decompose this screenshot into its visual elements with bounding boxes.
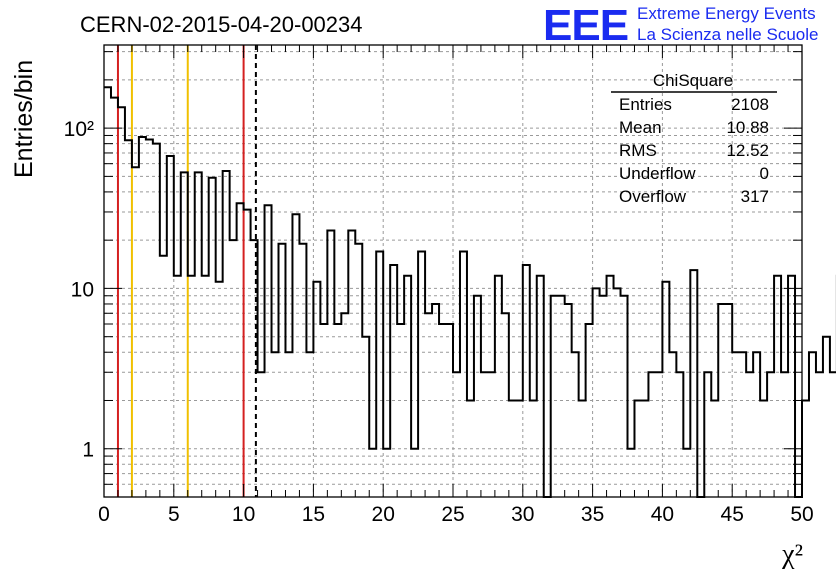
stat-value-entries: 2108 <box>731 95 769 114</box>
stat-label-mean: Mean <box>619 118 662 137</box>
x-tick-label: 0 <box>98 503 110 526</box>
x-tick-label: 40 <box>651 503 674 526</box>
reference-lines <box>116 45 257 497</box>
org-name-line1: Extreme Energy Events <box>637 4 816 23</box>
eee-logo: EEE <box>543 1 629 50</box>
x-tick-labels: 0 5 10 15 20 25 30 35 40 45 50 <box>98 503 814 526</box>
chart-title: CERN-02-2015-04-20-00234 <box>80 12 363 37</box>
x-axis-title: χ² <box>781 539 803 570</box>
y-tick-label: 10 <box>71 278 94 301</box>
org-name-line2: La Scienza nelle Scuole <box>637 25 818 44</box>
stat-value-mean: 10.88 <box>726 118 769 137</box>
axis-ticks <box>103 45 803 497</box>
stat-value-overflow: 317 <box>741 187 769 206</box>
x-tick-label: 45 <box>721 503 744 526</box>
y-tick-label: 10² <box>64 118 94 141</box>
x-tick-label: 15 <box>302 503 325 526</box>
eee-logo-text: EEE <box>543 1 628 50</box>
stat-label-overflow: Overflow <box>619 187 687 206</box>
y-axis-title: Entries/bin <box>10 60 38 178</box>
x-tick-label: 25 <box>441 503 464 526</box>
stat-label-rms: RMS <box>619 141 657 160</box>
stat-value-underflow: 0 <box>760 164 769 183</box>
stat-value-rms: 12.52 <box>726 141 769 160</box>
y-tick-label: 1 <box>82 439 94 462</box>
x-tick-label: 20 <box>372 503 395 526</box>
x-tick-label: 10 <box>232 503 255 526</box>
x-tick-label: 30 <box>511 503 534 526</box>
stats-title: ChiSquare <box>653 71 733 90</box>
x-tick-label: 35 <box>581 503 604 526</box>
y-tick-labels: 1 10 10² <box>64 118 94 462</box>
histogram-outline <box>104 86 836 498</box>
stat-label-underflow: Underflow <box>619 164 696 183</box>
x-tick-label: 5 <box>168 503 180 526</box>
x-tick-label: 50 <box>790 503 813 526</box>
stats-box: ChiSquare Entries 2108 Mean 10.88 RMS 12… <box>611 71 777 206</box>
stat-label-entries: Entries <box>619 95 672 114</box>
